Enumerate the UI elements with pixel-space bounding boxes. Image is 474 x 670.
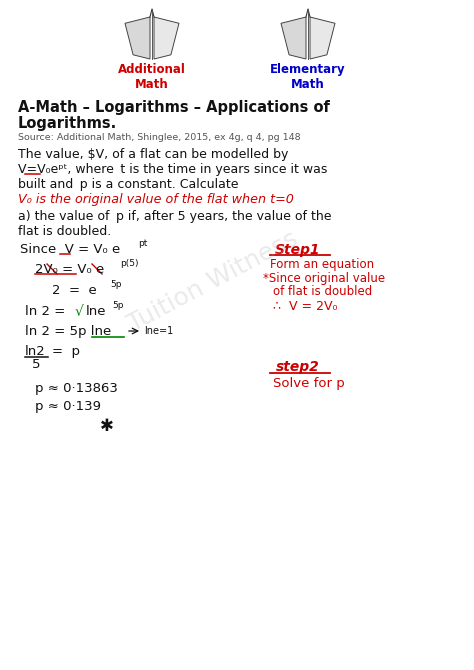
- Text: p ≈ 0·13863: p ≈ 0·13863: [35, 382, 118, 395]
- Text: ln2: ln2: [25, 345, 46, 358]
- Text: Additional
Math: Additional Math: [118, 63, 186, 91]
- Polygon shape: [310, 17, 335, 59]
- Text: 5p: 5p: [110, 280, 121, 289]
- Text: ln 2 = 5p lne: ln 2 = 5p lne: [25, 325, 111, 338]
- Text: lne=1: lne=1: [144, 326, 173, 336]
- Text: ✱: ✱: [100, 417, 114, 435]
- Text: 2V₀ = V₀ e: 2V₀ = V₀ e: [35, 263, 104, 276]
- Text: ∴  V = 2V₀: ∴ V = 2V₀: [273, 300, 337, 313]
- Polygon shape: [125, 17, 150, 59]
- Polygon shape: [281, 17, 306, 59]
- Text: Logarithms.: Logarithms.: [18, 116, 117, 131]
- Text: The value, $V, of a flat can be modelled by: The value, $V, of a flat can be modelled…: [18, 148, 288, 161]
- Text: flat is doubled.: flat is doubled.: [18, 225, 111, 238]
- Text: Tuition Witness: Tuition Witness: [124, 226, 302, 336]
- Text: 5: 5: [32, 358, 40, 371]
- Text: A-Math – Logarithms – Applications of: A-Math – Logarithms – Applications of: [18, 100, 330, 115]
- Text: 5p: 5p: [112, 301, 124, 310]
- Text: 2  =  e: 2 = e: [52, 284, 97, 297]
- Text: pt: pt: [138, 239, 147, 248]
- Text: Since  V = V₀ e: Since V = V₀ e: [20, 243, 120, 256]
- Text: Source: Additional Math, Shinglee, 2015, ex 4g, q 4, pg 148: Source: Additional Math, Shinglee, 2015,…: [18, 133, 301, 142]
- Text: built and  p is a constant. Calculate: built and p is a constant. Calculate: [18, 178, 238, 191]
- Text: Solve for p: Solve for p: [273, 377, 345, 390]
- Text: =  p: = p: [52, 345, 80, 358]
- Text: *Since original value: *Since original value: [263, 272, 385, 285]
- Text: p(5): p(5): [120, 259, 138, 268]
- Text: ln 2 =: ln 2 =: [25, 305, 70, 318]
- Text: a) the value of  p if, after 5 years, the value of the: a) the value of p if, after 5 years, the…: [18, 210, 331, 223]
- Text: V₀ is the original value of the flat when t=0: V₀ is the original value of the flat whe…: [18, 193, 294, 206]
- Text: V=V₀eᵖᵗ, where  t is the time in years since it was: V=V₀eᵖᵗ, where t is the time in years si…: [18, 163, 328, 176]
- Text: step2: step2: [276, 360, 320, 374]
- Text: of flat is doubled: of flat is doubled: [273, 285, 372, 298]
- Polygon shape: [154, 17, 179, 59]
- Text: √: √: [75, 305, 84, 319]
- Text: p ≈ 0·139: p ≈ 0·139: [35, 400, 101, 413]
- Text: Elementary
Math: Elementary Math: [270, 63, 346, 91]
- Text: Form an equation: Form an equation: [270, 258, 374, 271]
- Text: Step1: Step1: [275, 243, 321, 257]
- Text: lne: lne: [86, 305, 107, 318]
